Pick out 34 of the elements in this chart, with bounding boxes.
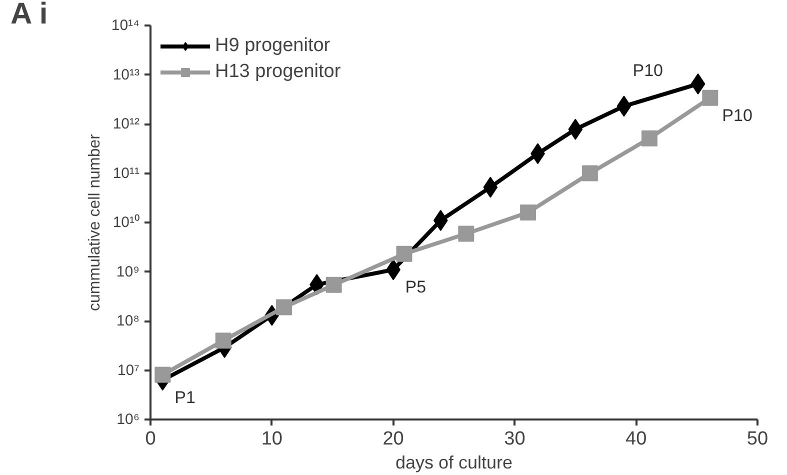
point bbox=[154, 366, 171, 383]
y-tick-label: 10⁸ bbox=[116, 312, 140, 330]
annotation: P1 bbox=[174, 388, 196, 408]
point bbox=[458, 226, 474, 242]
y-tick-label: 10⁹ bbox=[116, 263, 140, 280]
point bbox=[215, 332, 232, 349]
x-tick-label: 0 bbox=[145, 428, 156, 450]
legend-label: H9 progenitor bbox=[215, 35, 330, 57]
annotation: P5 bbox=[405, 278, 426, 297]
x-axis-title: days of culture bbox=[395, 452, 513, 472]
y-tick-label: 10¹³ bbox=[112, 66, 140, 84]
y-tick-label: 10¹⁰ bbox=[112, 214, 140, 231]
annotation: P10 bbox=[722, 106, 752, 125]
point bbox=[396, 246, 412, 262]
annotation: P10 bbox=[632, 60, 664, 80]
point bbox=[276, 299, 292, 316]
point bbox=[582, 165, 598, 182]
point bbox=[702, 90, 718, 106]
point bbox=[641, 130, 658, 146]
x-tick-label: 50 bbox=[746, 428, 768, 450]
point bbox=[326, 276, 342, 293]
y-tick-label: 10¹¹ bbox=[112, 164, 140, 182]
x-tick-label: 10 bbox=[261, 428, 282, 450]
x-tick-label: 30 bbox=[504, 428, 526, 450]
x-tick-label: 20 bbox=[382, 428, 404, 450]
text: A i bbox=[10, 0, 48, 30]
y-tick-label: 10⁷ bbox=[117, 362, 140, 379]
x-tick-label: 40 bbox=[626, 428, 647, 450]
legend-label: H13 progenitor bbox=[215, 61, 341, 83]
y-axis-title: cummulative cell number bbox=[86, 133, 104, 311]
y-tick-label: 10¹⁴ bbox=[111, 17, 140, 34]
y-tick-label: 10⁶ bbox=[116, 411, 140, 428]
y-tick-label: 10¹² bbox=[112, 116, 140, 132]
point bbox=[520, 204, 536, 220]
